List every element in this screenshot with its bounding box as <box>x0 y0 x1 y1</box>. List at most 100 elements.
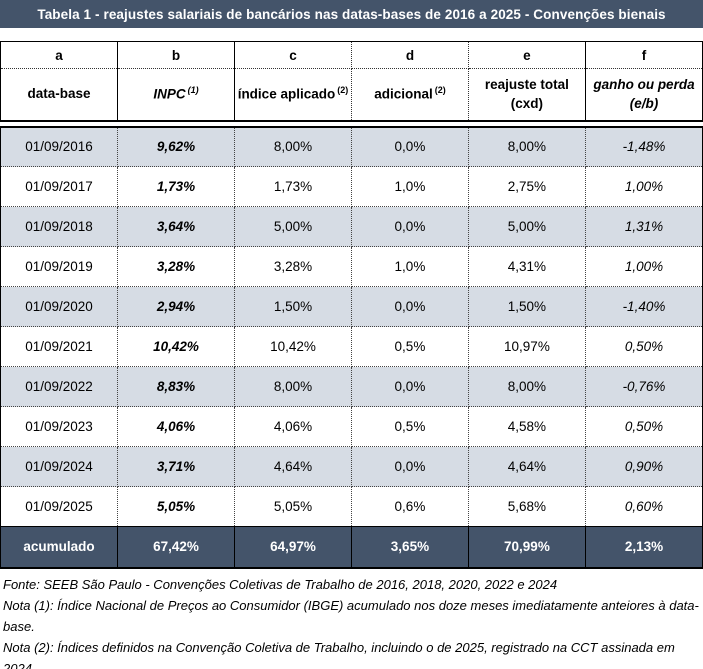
table-row-2023: 01/09/2023 4,06% 4,06% 0,5% 4,58% 0,50% <box>0 406 703 447</box>
cell-indice-aplicado: 4,64% <box>234 446 352 487</box>
cell-indice-aplicado: 3,28% <box>234 246 352 287</box>
cell-ganho-perda: 0,50% <box>585 406 703 447</box>
total-row-acumulado: acumulado 67,42% 64,97% 3,65% 70,99% 2,1… <box>0 526 703 568</box>
data-table: 01/09/2016 9,62% 8,00% 0,0% 8,00% -1,48%… <box>0 125 703 569</box>
cell-total-adicional: 3,65% <box>351 526 469 568</box>
cell-ganho-perda: -1,40% <box>585 286 703 327</box>
cell-inpc: 4,06% <box>117 406 235 447</box>
cell-reajuste-total: 4,31% <box>468 246 586 287</box>
table-row-2024: 01/09/2024 3,71% 4,64% 0,0% 4,64% 0,90% <box>0 446 703 487</box>
cell-ganho-perda: 0,90% <box>585 446 703 487</box>
note-2: Nota (2): Índices definidos na Convenção… <box>3 639 675 669</box>
column-header-indice-aplicado: índice aplicado (2) <box>234 68 352 121</box>
column-header-table: a b c d e f data-base INPC (1) índice apl… <box>0 41 703 122</box>
cell-adicional: 0,0% <box>351 446 469 487</box>
cell-inpc: 8,83% <box>117 366 235 407</box>
table-row-2020: 01/09/2020 2,94% 1,50% 0,0% 1,50% -1,40% <box>0 286 703 327</box>
cell-reajuste-total: 10,97% <box>468 326 586 367</box>
cell-reajuste-total: 5,00% <box>468 206 586 247</box>
cell-total-inpc: 67,42% <box>117 526 235 568</box>
column-letter-f: f <box>585 41 703 69</box>
cell-adicional: 0,0% <box>351 206 469 247</box>
cell-ganho-perda: -1,48% <box>585 126 703 167</box>
column-header-inpc: INPC (1) <box>117 68 235 121</box>
cell-inpc: 5,05% <box>117 486 235 527</box>
cell-data-base: 01/09/2023 <box>0 406 118 447</box>
table-row-2021: 01/09/2021 10,42% 10,42% 0,5% 10,97% 0,5… <box>0 326 703 367</box>
footnote-marker-2b: (2) <box>434 85 446 96</box>
column-letter-c: c <box>234 41 352 69</box>
cell-data-base: 01/09/2020 <box>0 286 118 327</box>
cell-indice-aplicado: 1,50% <box>234 286 352 327</box>
column-letter-a: a <box>0 41 118 69</box>
table-row-2019: 01/09/2019 3,28% 3,28% 1,0% 4,31% 1,00% <box>0 246 703 287</box>
cell-total-indice-aplicado: 64,97% <box>234 526 352 568</box>
cell-adicional: 0,5% <box>351 326 469 367</box>
table-row-2016: 01/09/2016 9,62% 8,00% 0,0% 8,00% -1,48% <box>0 126 703 167</box>
cell-inpc: 2,94% <box>117 286 235 327</box>
cell-adicional: 1,0% <box>351 166 469 207</box>
column-header-adicional: adicional (2) <box>351 68 469 121</box>
cell-indice-aplicado: 5,00% <box>234 206 352 247</box>
cell-data-base: 01/09/2021 <box>0 326 118 367</box>
cell-data-base: 01/09/2024 <box>0 446 118 487</box>
column-letter-e: e <box>468 41 586 69</box>
cell-data-base: 01/09/2019 <box>0 246 118 287</box>
column-header-formula-cxd: (cxd) <box>510 96 544 112</box>
cell-data-base: 01/09/2018 <box>0 206 118 247</box>
cell-data-base: 01/09/2017 <box>0 166 118 207</box>
cell-reajuste-total: 4,58% <box>468 406 586 447</box>
cell-ganho-perda: 1,00% <box>585 246 703 287</box>
cell-indice-aplicado: 1,73% <box>234 166 352 207</box>
cell-total-ganho-perda: 2,13% <box>585 526 703 568</box>
cell-reajuste-total: 8,00% <box>468 366 586 407</box>
column-header-ganho-ou-perda: ganho ou perda (e/b) <box>585 69 702 121</box>
table-row-2022: 01/09/2022 8,83% 8,00% 0,0% 8,00% -0,76% <box>0 366 703 407</box>
table-row-2025: 01/09/2025 5,05% 5,05% 0,6% 5,68% 0,60% <box>0 486 703 527</box>
cell-reajuste-total: 4,64% <box>468 446 586 487</box>
footer-notes: Fonte: SEEB São Paulo - Convenções Colet… <box>0 574 703 669</box>
column-letters-row: a b c d e f <box>0 41 703 69</box>
cell-data-base: 01/09/2016 <box>0 126 118 167</box>
cell-inpc: 1,73% <box>117 166 235 207</box>
cell-inpc: 3,28% <box>117 246 235 287</box>
footnote-marker-1: (1) <box>187 85 199 96</box>
cell-adicional: 0,0% <box>351 366 469 407</box>
table-row-2017: 01/09/2017 1,73% 1,73% 1,0% 2,75% 1,00% <box>0 166 703 207</box>
column-letter-b: b <box>117 41 235 69</box>
cell-adicional: 0,0% <box>351 286 469 327</box>
cell-ganho-perda: 0,50% <box>585 326 703 367</box>
cell-inpc: 10,42% <box>117 326 235 367</box>
note-1: Nota (1): Índice Nacional de Preços ao C… <box>3 597 699 634</box>
cell-reajuste-total: 8,00% <box>468 126 586 167</box>
cell-inpc: 9,62% <box>117 126 235 167</box>
column-header-reajuste-total: reajuste total (cxd) <box>468 68 586 121</box>
cell-indice-aplicado: 8,00% <box>234 366 352 407</box>
table-title: Tabela 1 - reajustes salariais de bancár… <box>0 0 703 28</box>
cell-data-base: 01/09/2022 <box>0 366 118 407</box>
cell-adicional: 0,5% <box>351 406 469 447</box>
cell-ganho-perda: 0,60% <box>585 486 703 527</box>
footnote-marker-2: (2) <box>337 85 349 96</box>
column-names-row: data-base INPC (1) índice aplicado (2) adi… <box>0 68 703 121</box>
cell-reajuste-total: 5,68% <box>468 486 586 527</box>
cell-adicional: 0,0% <box>351 126 469 167</box>
cell-ganho-perda: 1,00% <box>585 166 703 207</box>
table-row-2018: 01/09/2018 3,64% 5,00% 0,0% 5,00% 1,31% <box>0 206 703 247</box>
cell-indice-aplicado: 8,00% <box>234 126 352 167</box>
cell-reajuste-total: 2,75% <box>468 166 586 207</box>
cell-inpc: 3,71% <box>117 446 235 487</box>
cell-ganho-perda: -0,76% <box>585 366 703 407</box>
cell-indice-aplicado: 10,42% <box>234 326 352 367</box>
column-header-formula-eb: (e/b) <box>629 96 659 112</box>
source-note: Fonte: SEEB São Paulo - Convenções Colet… <box>3 576 558 592</box>
cell-total-reajuste-total: 70,99% <box>468 526 586 568</box>
cell-inpc: 3,64% <box>117 206 235 247</box>
column-letter-d: d <box>351 41 469 69</box>
column-header-data-base: data-base <box>0 68 118 121</box>
cell-reajuste-total: 1,50% <box>468 286 586 327</box>
cell-total-label: acumulado <box>0 526 118 568</box>
cell-indice-aplicado: 4,06% <box>234 406 352 447</box>
cell-adicional: 0,6% <box>351 486 469 527</box>
